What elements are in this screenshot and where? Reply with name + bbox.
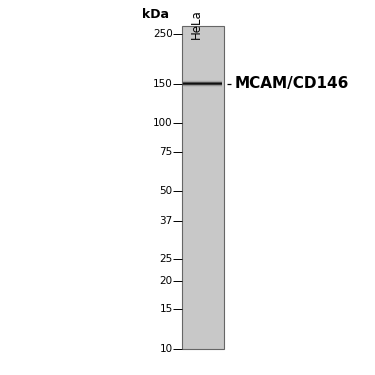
Bar: [182, 26, 224, 349]
Text: 37: 37: [159, 216, 173, 226]
Text: 150: 150: [153, 79, 173, 89]
Text: 50: 50: [160, 186, 173, 196]
Text: 15: 15: [159, 304, 173, 314]
Text: 25: 25: [159, 254, 173, 264]
Text: MCAM/CD146: MCAM/CD146: [235, 76, 349, 91]
Text: 100: 100: [153, 118, 173, 129]
Text: 75: 75: [159, 147, 173, 157]
Text: 10: 10: [160, 344, 173, 354]
Text: 250: 250: [153, 29, 173, 39]
Text: 20: 20: [160, 276, 173, 286]
Text: HeLa: HeLa: [190, 9, 203, 39]
Text: kDa: kDa: [142, 8, 169, 21]
